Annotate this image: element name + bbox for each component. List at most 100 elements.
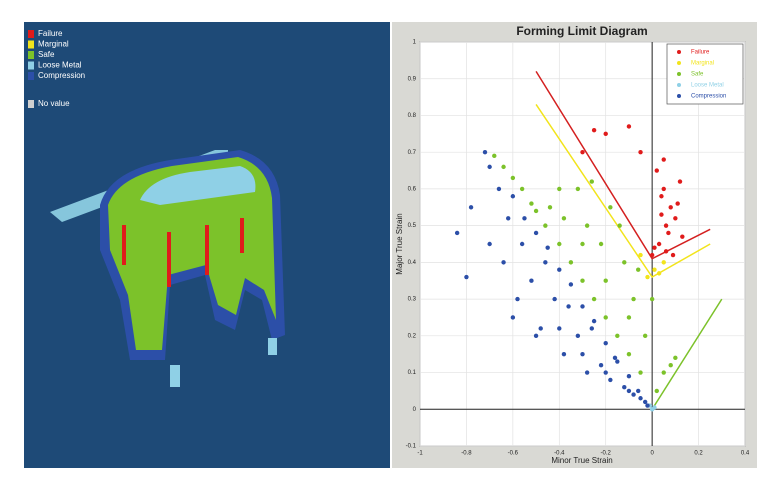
x-tick-label: -0.6 <box>508 451 519 457</box>
legend-label: Marginal <box>38 40 69 49</box>
data-point <box>589 179 594 184</box>
y-tick-label: 0.2 <box>408 333 417 339</box>
data-point <box>529 201 534 206</box>
y-tick-label: 0 <box>413 407 417 413</box>
data-point <box>608 205 613 210</box>
legend-label: Failure <box>691 50 710 56</box>
data-point <box>580 278 585 283</box>
legend-label: Safe <box>691 72 704 78</box>
y-tick-label: 1 <box>413 40 417 46</box>
limit-curve <box>535 104 711 279</box>
data-point <box>626 351 632 357</box>
data-point <box>649 296 655 302</box>
data-point <box>522 216 527 221</box>
data-point <box>515 296 520 302</box>
data-point <box>496 186 502 192</box>
data-point <box>482 149 488 155</box>
data-point <box>638 370 643 375</box>
legend-label: Compression <box>38 71 85 80</box>
x-tick-label: 0 <box>650 451 654 457</box>
x-tick-label: -1 <box>417 451 423 457</box>
legend-marker <box>677 94 681 98</box>
data-point <box>608 377 613 383</box>
data-point <box>510 194 516 199</box>
data-point <box>668 363 673 368</box>
data-point <box>557 267 562 272</box>
y-tick-label: 0.7 <box>408 150 417 156</box>
data-point <box>487 241 492 247</box>
data-point <box>492 153 497 159</box>
x-tick-label: -0.2 <box>601 451 612 457</box>
legend-swatch <box>28 40 34 49</box>
data-point <box>652 267 657 272</box>
data-point <box>663 249 669 254</box>
part-render <box>50 150 285 387</box>
x-tick-label: -0.8 <box>461 451 472 457</box>
legend-swatch <box>28 51 34 59</box>
legend-marker <box>677 83 681 87</box>
data-point <box>501 164 506 170</box>
data-point <box>615 359 620 364</box>
x-tick-label: -0.4 <box>554 451 565 457</box>
data-point <box>533 208 539 214</box>
data-point <box>543 223 548 228</box>
data-point <box>533 333 539 339</box>
data-point <box>575 186 581 192</box>
legend-swatch <box>28 72 34 80</box>
data-point <box>631 392 636 397</box>
data-point <box>661 260 666 265</box>
data-point <box>626 315 632 320</box>
data-point <box>659 194 664 199</box>
data-point <box>677 179 683 184</box>
data-point <box>663 223 669 228</box>
data-point <box>561 351 567 357</box>
data-point <box>617 223 622 228</box>
data-point <box>645 403 650 408</box>
data-point <box>673 355 678 361</box>
data-point <box>638 149 643 155</box>
data-point <box>580 241 585 247</box>
data-point <box>454 230 460 236</box>
data-point <box>566 304 571 309</box>
data-point <box>575 333 581 339</box>
data-point <box>670 252 676 258</box>
data-point <box>680 234 685 239</box>
data-point <box>661 370 666 375</box>
y-tick-label: 0.1 <box>408 370 417 376</box>
data-point <box>545 245 550 250</box>
data-point <box>603 131 608 137</box>
data-point <box>668 205 673 210</box>
y-tick-label: 0.3 <box>408 297 417 303</box>
legend-label: Loose Metal <box>38 61 82 70</box>
data-point <box>591 127 597 133</box>
y-tick-label: -0.1 <box>406 444 417 450</box>
y-tick-label: 0.6 <box>408 186 417 192</box>
data-point <box>626 388 632 394</box>
data-point <box>652 405 657 410</box>
legend-label: Failure <box>38 29 63 38</box>
data-point <box>584 223 590 228</box>
data-point <box>547 205 553 210</box>
data-point <box>510 175 516 181</box>
data-point <box>580 351 585 357</box>
data-point <box>557 326 562 331</box>
data-point <box>580 149 585 155</box>
data-point <box>622 260 627 265</box>
data-point <box>615 333 620 339</box>
data-point <box>659 212 664 217</box>
legend-swatch <box>28 30 34 38</box>
data-point <box>468 205 474 210</box>
y-tick-label: 0.4 <box>408 260 417 266</box>
data-point <box>487 164 492 170</box>
data-point <box>603 340 608 346</box>
data-point <box>598 241 604 247</box>
limit-curve <box>651 298 723 410</box>
data-point <box>612 355 618 361</box>
data-point <box>552 296 557 302</box>
data-point <box>654 168 659 173</box>
legend-label: Compression <box>691 94 726 100</box>
data-point <box>519 241 525 247</box>
data-point <box>666 230 671 236</box>
data-point <box>638 396 643 401</box>
